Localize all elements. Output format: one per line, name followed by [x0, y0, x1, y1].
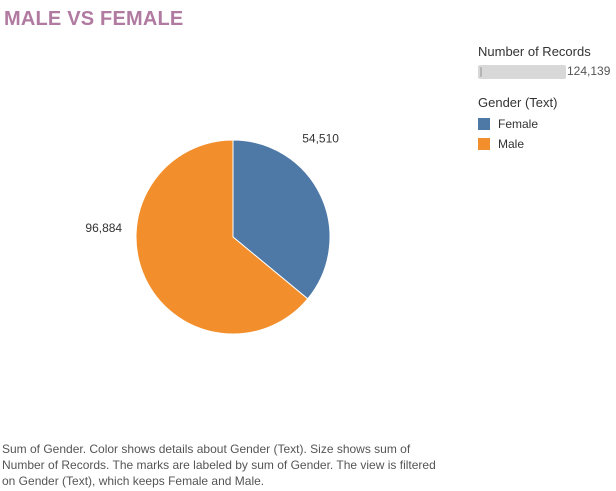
legend-item-male[interactable]: Male: [478, 134, 614, 154]
legend-label-female: Female: [498, 117, 539, 131]
color-legend-heading: Gender (Text): [478, 95, 558, 110]
legend: Number of Records 124,139 Gender (Text) …: [478, 44, 614, 154]
pie-label-male: 96,884: [85, 221, 122, 235]
legend-item-female[interactable]: Female: [478, 114, 614, 134]
legend-swatch-male: [478, 138, 490, 150]
size-legend-bar: [478, 65, 566, 79]
caption-line-1: Sum of Gender. Color shows details about…: [2, 442, 411, 456]
size-legend-min-mark: [480, 67, 482, 77]
chart-caption: Sum of Gender. Color shows details about…: [2, 441, 472, 489]
caption-line-3: on Gender (Text), which keeps Female and…: [2, 474, 265, 488]
legend-swatch-female: [478, 118, 490, 130]
pie-labels: 54,510 96,884: [85, 132, 339, 236]
chart-title: MALE VS FEMALE: [4, 8, 184, 30]
pie-slice-male[interactable]: [135, 139, 309, 335]
pie-slice-female[interactable]: [232, 139, 331, 300]
legend-label-male: Male: [498, 137, 525, 151]
caption-line-2: Number of Records. The marks are labeled…: [2, 458, 436, 472]
pie-slices: [135, 139, 331, 335]
size-legend-value: 124,139: [567, 64, 611, 78]
pie-label-female: 54,510: [302, 132, 339, 146]
size-legend: 124,139: [478, 63, 614, 81]
size-legend-heading: Number of Records: [478, 44, 591, 59]
